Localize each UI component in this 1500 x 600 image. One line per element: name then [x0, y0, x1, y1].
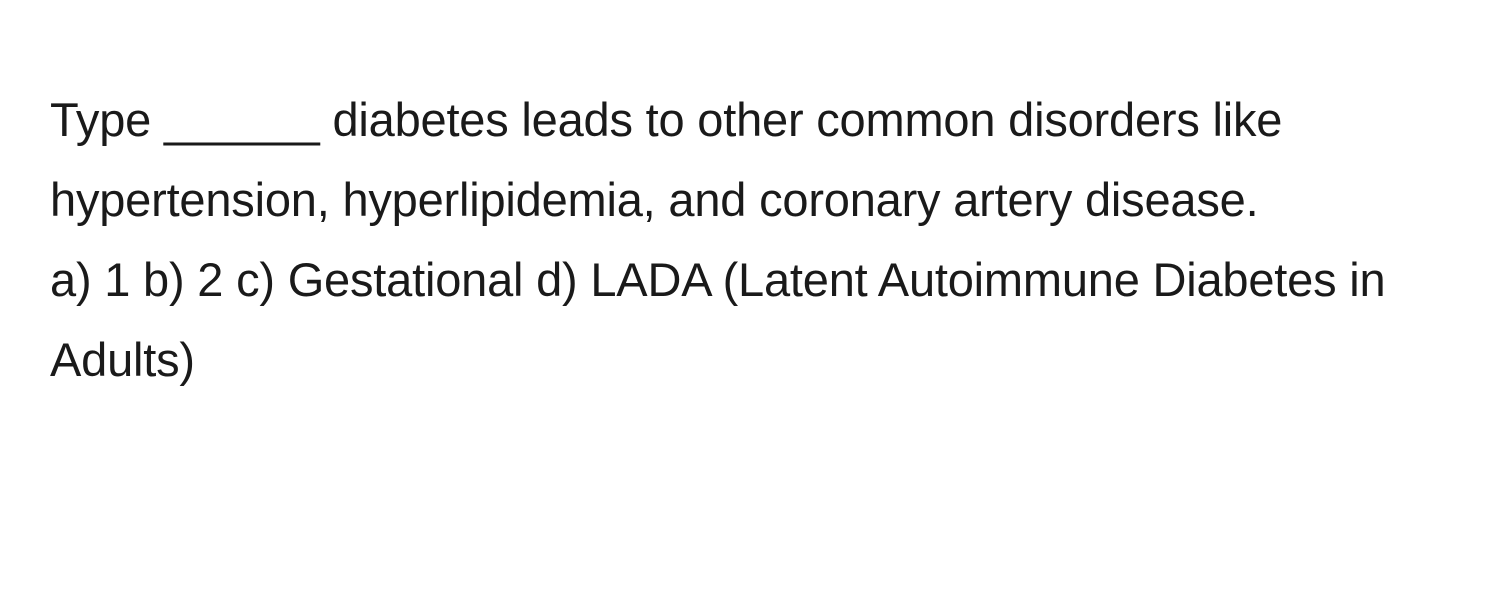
question-container: Type ______ diabetes leads to other comm…	[50, 80, 1450, 400]
question-stem: Type ______ diabetes leads to other comm…	[50, 80, 1450, 240]
question-options: a) 1 b) 2 c) Gestational d) LADA (Latent…	[50, 240, 1450, 400]
